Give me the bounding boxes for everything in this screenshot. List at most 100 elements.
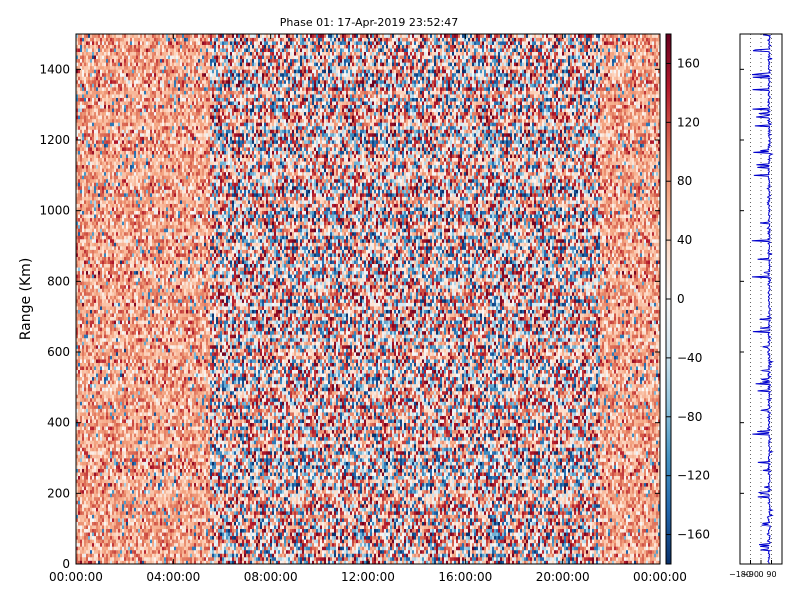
heatmap-cell bbox=[86, 302, 89, 307]
heatmap-cell bbox=[78, 288, 81, 293]
heatmap-cell bbox=[114, 500, 117, 505]
heatmap-cell bbox=[106, 242, 109, 247]
heatmap-cell bbox=[86, 330, 89, 335]
heatmap-cell bbox=[114, 401, 117, 406]
heatmap-cell bbox=[78, 90, 81, 95]
heatmap-cell bbox=[134, 493, 137, 498]
heatmap-cell bbox=[120, 468, 123, 473]
heatmap-cell bbox=[96, 147, 99, 151]
heatmap-cell bbox=[102, 115, 105, 120]
heatmap-cell bbox=[86, 433, 89, 438]
heatmap-cell bbox=[122, 200, 125, 204]
heatmap-cell bbox=[126, 108, 129, 113]
heatmap-cell bbox=[112, 90, 115, 95]
heatmap-cell bbox=[138, 320, 141, 325]
heatmap-cell bbox=[130, 532, 133, 537]
heatmap-cell bbox=[122, 277, 125, 282]
heatmap-cell bbox=[122, 189, 125, 194]
heatmap-cell bbox=[92, 111, 95, 116]
heatmap-cell bbox=[120, 475, 123, 480]
heatmap-cell bbox=[88, 426, 91, 431]
heatmap-cell bbox=[120, 493, 123, 498]
heatmap-cell bbox=[112, 246, 115, 250]
heatmap-cell bbox=[94, 221, 97, 226]
heatmap-cell bbox=[122, 521, 125, 526]
heatmap-cell bbox=[76, 482, 79, 487]
heatmap-cell bbox=[90, 355, 93, 360]
heatmap-cell bbox=[94, 94, 97, 98]
heatmap-cell bbox=[92, 415, 95, 420]
heatmap-cell bbox=[102, 249, 105, 254]
heatmap-cell bbox=[116, 348, 119, 353]
heatmap-cell bbox=[82, 302, 85, 307]
heatmap-cell bbox=[92, 150, 95, 155]
heatmap-cell bbox=[90, 560, 93, 565]
heatmap-cell bbox=[122, 383, 125, 388]
heatmap-cell bbox=[128, 394, 131, 399]
heatmap-cell bbox=[108, 97, 111, 102]
heatmap-cell bbox=[114, 468, 117, 473]
heatmap-cell bbox=[82, 539, 85, 544]
heatmap-cell bbox=[90, 51, 93, 56]
heatmap-cell bbox=[108, 320, 111, 325]
heatmap-cell bbox=[114, 475, 117, 480]
heatmap-cell bbox=[124, 380, 127, 385]
heatmap-cell bbox=[134, 76, 137, 81]
heatmap-cell bbox=[124, 147, 127, 151]
heatmap-cell bbox=[118, 256, 121, 261]
heatmap-cell bbox=[138, 532, 141, 537]
heatmap-cell bbox=[102, 87, 105, 91]
heatmap-cell bbox=[132, 546, 135, 551]
heatmap-cell bbox=[136, 482, 139, 487]
heatmap-cell bbox=[86, 196, 89, 201]
heatmap-cell bbox=[118, 373, 121, 378]
heatmap-cell bbox=[90, 41, 93, 45]
heatmap-cell bbox=[138, 115, 141, 120]
heatmap-cell bbox=[136, 323, 139, 328]
heatmap-cell bbox=[90, 267, 93, 272]
heatmap-cell bbox=[78, 309, 81, 314]
heatmap-cell bbox=[86, 405, 89, 409]
heatmap-cell bbox=[112, 125, 115, 130]
heatmap-cell bbox=[104, 125, 107, 130]
heatmap-cell bbox=[110, 104, 113, 109]
heatmap-cell bbox=[116, 553, 119, 558]
heatmap-cell bbox=[84, 55, 87, 60]
heatmap-cell bbox=[104, 472, 107, 477]
heatmap-cell bbox=[92, 185, 95, 190]
heatmap-cell bbox=[110, 246, 113, 250]
heatmap-cell bbox=[130, 394, 133, 399]
heatmap-cell bbox=[112, 433, 115, 438]
heatmap-cell bbox=[110, 489, 113, 494]
heatmap-cell bbox=[136, 284, 139, 289]
heatmap-cell bbox=[110, 72, 113, 77]
heatmap-cell bbox=[124, 450, 127, 455]
heatmap-cell bbox=[104, 359, 107, 363]
heatmap-cell bbox=[110, 132, 113, 137]
heatmap-cell bbox=[96, 185, 99, 190]
heatmap-cell bbox=[112, 302, 115, 307]
heatmap-cell bbox=[130, 348, 133, 353]
heatmap-cell bbox=[100, 461, 103, 466]
heatmap-cell bbox=[92, 532, 95, 537]
heatmap-cell bbox=[84, 34, 87, 38]
heatmap-cell bbox=[140, 376, 143, 381]
heatmap-cell bbox=[102, 76, 105, 81]
heatmap-cell bbox=[102, 224, 105, 229]
heatmap-cell bbox=[124, 115, 127, 120]
heatmap-cell bbox=[104, 503, 107, 508]
heatmap-cell bbox=[134, 104, 137, 109]
heatmap-cell bbox=[132, 157, 135, 162]
heatmap-cell bbox=[92, 560, 95, 565]
heatmap-cell bbox=[104, 200, 107, 204]
heatmap-cell bbox=[92, 443, 95, 448]
heatmap-cell bbox=[82, 429, 85, 434]
heatmap-cell bbox=[114, 154, 117, 159]
heatmap-cell bbox=[114, 41, 117, 45]
heatmap-cell bbox=[104, 157, 107, 162]
heatmap-cell bbox=[106, 525, 109, 530]
heatmap-cell bbox=[116, 440, 119, 445]
heatmap-cell bbox=[78, 161, 81, 166]
heatmap-cell bbox=[76, 193, 79, 197]
heatmap-cell bbox=[90, 412, 93, 416]
